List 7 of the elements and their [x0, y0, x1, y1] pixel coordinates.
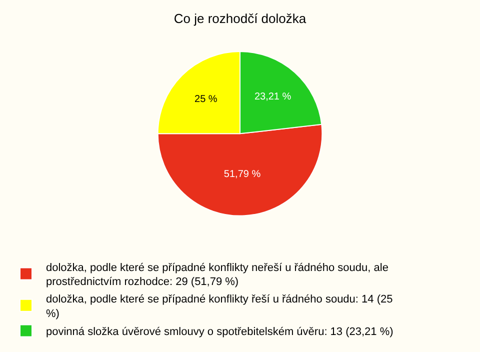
data-label: 25 %: [194, 94, 218, 106]
data-label: 51,79 %: [224, 169, 261, 180]
legend-label: povinná složka úvěrové smlouvy o spotřebitelském úvěru: 13 (23,21 %): [46, 326, 394, 338]
chart-title: Co je rozhodčí doložka: [174, 11, 307, 26]
legend-label: doložka, podle které se případné konflikty neřeší u řádného soudu, ale prostřednictvím rozhodce: 29 (51,79 %): [46, 262, 388, 288]
data-label: 23,21 %: [254, 91, 292, 102]
legend-label: doložka, podle které se případné konflikty řeší u řádného soudu: 14 (25 %): [46, 294, 393, 320]
